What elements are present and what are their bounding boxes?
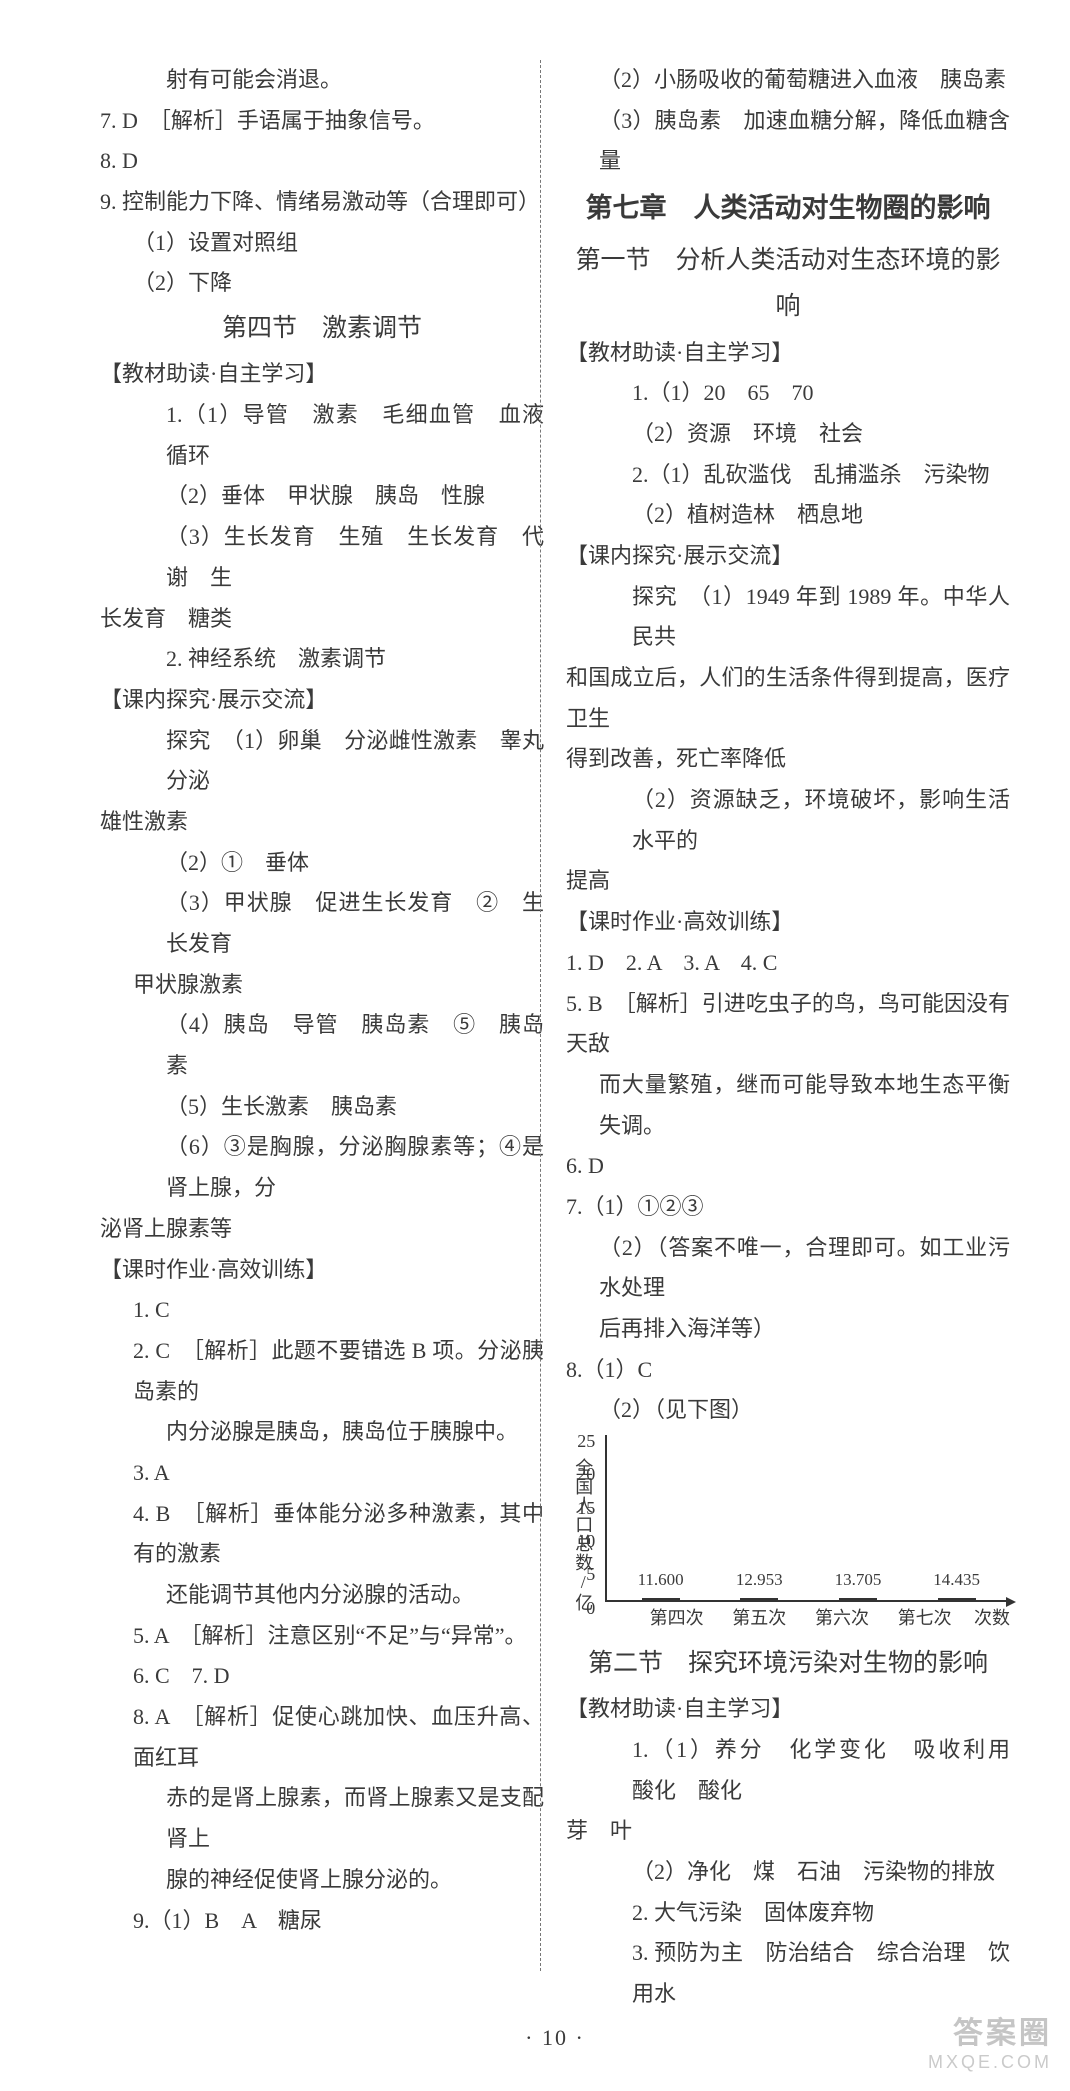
- text-line: （2）（答案不唯一，合理即可。如工业污水处理: [566, 1228, 1010, 1309]
- text-line: 芽 叶: [566, 1811, 1010, 1852]
- text-line: 射有可能会消退。: [100, 60, 544, 101]
- text-line: 9. 控制能力下降、情绪易激动等（合理即可）: [100, 182, 544, 223]
- text-line: 后再排入海洋等）: [566, 1309, 1010, 1350]
- chart-bar-group: 13.705: [815, 1564, 902, 1599]
- text-line: 6. D: [566, 1146, 1010, 1187]
- text-line: （6）③是胸腺，分泌胸腺素等；④是肾上腺，分: [100, 1127, 544, 1208]
- column-divider: [540, 60, 541, 1971]
- text-line: （3）胰岛素 加速血糖分解，降低血糖含量: [566, 101, 1010, 182]
- section-head: 【教材助读·自主学习】: [566, 1689, 1010, 1730]
- text-line: 2. 神经系统 激素调节: [100, 639, 544, 680]
- section-head: 【课时作业·高效训练】: [100, 1250, 544, 1291]
- chart-bar: [642, 1598, 680, 1600]
- text-line: （2）植树造林 栖息地: [566, 495, 1010, 536]
- left-column: 射有可能会消退。 7. D ［解析］手语属于抽象信号。 8. D 9. 控制能力…: [100, 60, 544, 2015]
- text-line: （1）设置对照组: [100, 223, 544, 264]
- text-line: 6. C 7. D: [100, 1656, 544, 1697]
- chart-bar-value: 13.705: [835, 1564, 882, 1595]
- chart-x-tick: 第六次: [815, 1602, 869, 1635]
- chart-x-tick: 第七次: [898, 1602, 952, 1635]
- chart-bar: [839, 1598, 877, 1600]
- text-line: 还能调节其他内分泌腺的活动。: [100, 1575, 544, 1616]
- chart-x-tick: 第五次: [732, 1602, 786, 1635]
- text-line: （4）胰岛 导管 胰岛素 ⑤ 胰岛素: [100, 1005, 544, 1086]
- text-line: 内分泌腺是胰岛，胰岛位于胰腺中。: [100, 1412, 544, 1453]
- text-line: 1. C: [100, 1290, 544, 1331]
- text-line: （2）资源 环境 社会: [566, 414, 1010, 455]
- chart-plot-area: 2520151050 11.60012.95313.70514.435: [601, 1435, 1010, 1602]
- section-head: 【课内探究·展示交流】: [100, 680, 544, 721]
- text-line: 长发育 糖类: [100, 599, 544, 640]
- chart-bars: 11.600 12.953 13.705 14.435: [607, 1435, 1010, 1602]
- text-line: （2）净化 煤 石油 污染物的排放: [566, 1852, 1010, 1893]
- x-axis-arrow-icon: [1006, 1597, 1016, 1607]
- text-line: 2. C ［解析］此题不要错选 B 项。分泌胰岛素的: [100, 1331, 544, 1412]
- chart-bar-value: 12.953: [736, 1564, 783, 1595]
- right-column: （2）小肠吸收的葡萄糖进入血液 胰岛素 （3）胰岛素 加速血糖分解，降低血糖含量…: [566, 60, 1010, 2015]
- chart-x-tick: 第四次: [650, 1602, 704, 1635]
- text-line: 赤的是肾上腺素，而肾上腺素又是支配肾上: [100, 1778, 544, 1859]
- section-title: 第二节 探究环境污染对生物的影响: [566, 1639, 1010, 1689]
- chart-bar: [740, 1598, 778, 1600]
- text-line: 探究 （1）1949 年到 1989 年。中华人民共: [566, 577, 1010, 658]
- text-line: （2）小肠吸收的葡萄糖进入血液 胰岛素: [566, 60, 1010, 101]
- text-line: 3. 预防为主 防治结合 综合治理 饮用水: [566, 1933, 1010, 2014]
- section-head: 【教材助读·自主学习】: [100, 354, 544, 395]
- text-line: （5）生长激素 胰岛素: [100, 1087, 544, 1128]
- chart-x-axis: 第四次第五次第六次第七次 次数: [601, 1602, 1010, 1635]
- text-line: （2）垂体 甲状腺 胰岛 性腺: [100, 476, 544, 517]
- text-line: 5. B ［解析］引进吃虫子的鸟，鸟可能因没有天敌: [566, 984, 1010, 1065]
- text-line: 1.（1）导管 激素 毛细血管 血液循环: [100, 395, 544, 476]
- text-line: 3. A: [100, 1453, 544, 1494]
- chart-x-extra-label: 次数: [970, 1602, 1010, 1635]
- chart-bar-group: 12.953: [716, 1564, 803, 1599]
- text-line: 2.（1）乱砍滥伐 乱捕滥杀 污染物: [566, 455, 1010, 496]
- text-line: 1.（1）20 65 70: [566, 373, 1010, 414]
- text-line: 和国成立后，人们的生活条件得到提高，医疗卫生: [566, 658, 1010, 739]
- text-line: （2）① 垂体: [100, 843, 544, 884]
- watermark-line2: MXQE.COM: [928, 2052, 1052, 2073]
- text-line: （3）生长发育 生殖 生长发育 代谢 生: [100, 517, 544, 598]
- text-line: 8.（1）C: [566, 1350, 1010, 1391]
- text-line: 4. B ［解析］垂体能分泌多种激素，其中有的激素: [100, 1494, 544, 1575]
- chart-bar: [938, 1598, 976, 1600]
- chart-bar-value: 11.600: [638, 1564, 684, 1595]
- text-line: 腺的神经促使肾上腺分泌的。: [100, 1860, 544, 1901]
- text-line: （3）甲状腺 促进生长发育 ② 生长发育: [100, 883, 544, 964]
- text-line: 7.（1）①②③: [566, 1187, 1010, 1228]
- text-line: 1. D 2. A 3. A 4. C: [566, 943, 1010, 984]
- section-head: 【课内探究·展示交流】: [566, 536, 1010, 577]
- text-line: （2）（见下图）: [566, 1390, 1010, 1431]
- chart-x-labels: 第四次第五次第六次第七次: [631, 1602, 970, 1635]
- section-title: 第一节 分析人类活动对生态环境的影响: [566, 236, 1010, 333]
- text-line: 9.（1）B A 糖尿: [100, 1901, 544, 1942]
- chart-bar-group: 11.600: [617, 1564, 704, 1599]
- population-bar-chart: 全国人口总数/亿 2520151050 11.60012.95313.70514…: [566, 1435, 1010, 1635]
- text-line: 8. A ［解析］促使心跳加快、血压升高、面红耳: [100, 1697, 544, 1778]
- page: 射有可能会消退。 7. D ［解析］手语属于抽象信号。 8. D 9. 控制能力…: [0, 0, 1070, 2091]
- section-head: 【课时作业·高效训练】: [566, 902, 1010, 943]
- text-line: 泌肾上腺素等: [100, 1209, 544, 1250]
- text-line: 而大量繁殖，继而可能导致本地生态平衡失调。: [566, 1065, 1010, 1146]
- text-line: 1.（1）养分 化学变化 吸收利用 酸化 酸化: [566, 1730, 1010, 1811]
- section-head: 【教材助读·自主学习】: [566, 333, 1010, 374]
- text-line: 甲状腺激素: [100, 965, 544, 1006]
- text-line: 得到改善，死亡率降低: [566, 739, 1010, 780]
- section-title: 第四节 激素调节: [100, 304, 544, 354]
- text-line: 5. A ［解析］注意区别“不足”与“异常”。: [100, 1616, 544, 1657]
- text-line: （2）资源缺乏，环境破坏，影响生活水平的: [566, 780, 1010, 861]
- text-line: 8. D: [100, 141, 544, 182]
- chart-bar-group: 14.435: [913, 1564, 1000, 1599]
- text-line: 雄性激素: [100, 802, 544, 843]
- text-line: （2）下降: [100, 263, 544, 304]
- chapter-title: 第七章 人类活动对生物圈的影响: [566, 182, 1010, 236]
- page-number: · 10 ·: [100, 2015, 1010, 2051]
- text-line: 探究 （1）卵巢 分泌雌性激素 睾丸 分泌: [100, 721, 544, 802]
- text-line: 7. D ［解析］手语属于抽象信号。: [100, 101, 544, 142]
- text-line: 2. 大气污染 固体废弃物: [566, 1893, 1010, 1934]
- columns: 射有可能会消退。 7. D ［解析］手语属于抽象信号。 8. D 9. 控制能力…: [100, 60, 1010, 2015]
- chart-inner: 2520151050 11.60012.95313.70514.435 第四次第…: [601, 1435, 1010, 1635]
- chart-bar-value: 14.435: [933, 1564, 980, 1595]
- text-line: 提高: [566, 861, 1010, 902]
